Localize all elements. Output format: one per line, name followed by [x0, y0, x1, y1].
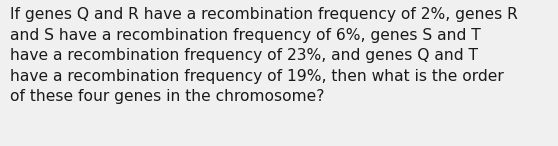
Text: If genes Q and R have a recombination frequency of 2%, genes R
and S have a reco: If genes Q and R have a recombination fr…	[10, 7, 518, 104]
